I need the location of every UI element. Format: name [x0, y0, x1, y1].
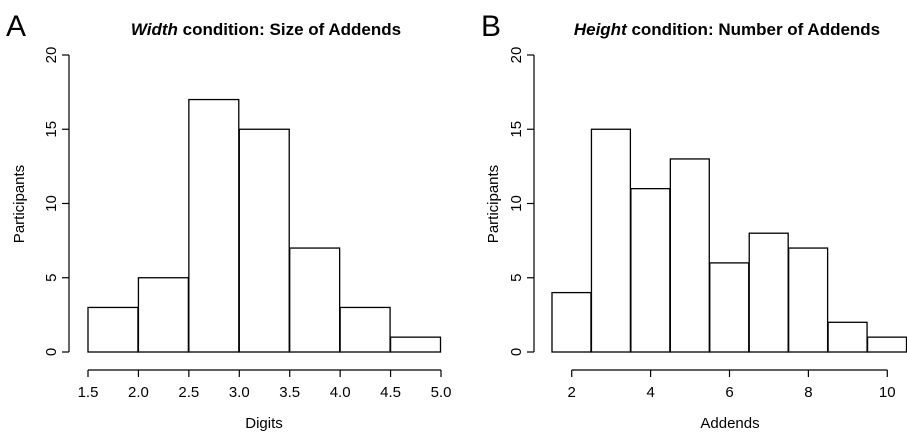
panel-b-bar-0 [551, 291, 592, 353]
panel-a-x-tick-label-1: 2.0 [128, 384, 149, 401]
panel-a-x-tick-label-2: 2.5 [178, 384, 199, 401]
panel-b-bar-3 [669, 158, 710, 353]
panel-a-y-tick-label-1: 5 [43, 274, 60, 282]
panel-b-x-tick-label-4: 10 [879, 384, 896, 401]
panel-b-bar-5 [748, 232, 789, 353]
panel-a-x-tick-label-6: 4.5 [380, 384, 401, 401]
panel-b-bar-7 [827, 321, 868, 353]
panel-a-title-italic: Width [131, 20, 178, 39]
panel-b-x-axis: 2 4 6 8 10 [568, 369, 896, 401]
panel-a-bar-5 [339, 306, 391, 353]
panel-a-x-axis: 1.5 2.0 2.5 3.0 3.5 4.0 4.5 5.0 [78, 369, 452, 401]
panel-b-y-tick-label-1: 5 [508, 274, 525, 282]
panel-a-x-tick-label-7: 5.0 [431, 384, 452, 401]
panel-b-y-label: Participants [485, 165, 502, 243]
panel-b-title-rest: condition: Number of Addends [627, 20, 880, 39]
panel-a-title: Width condition: Size of Addends [131, 20, 401, 39]
panel-a-bar-0 [87, 306, 139, 353]
panel-a-x-tick-label-4: 3.5 [279, 384, 300, 401]
panel-b-title: Height condition: Number of Addends [574, 20, 880, 39]
panel-a-y-tick-label-0: 0 [43, 348, 60, 356]
panel-b-x-tick-label-2: 6 [725, 384, 733, 401]
panel-a-y-tick-label-4: 20 [43, 47, 60, 64]
panel-a-y-tick-label-2: 10 [43, 195, 60, 212]
panel-a-x-tick-label-5: 4.0 [330, 384, 351, 401]
panel-b-bar-2 [630, 187, 671, 353]
panel-a-title-rest: condition: Size of Addends [178, 20, 401, 39]
panel-b-bar-1 [590, 128, 632, 353]
panel-b-bar-6 [788, 247, 829, 353]
panel-a-label: A [6, 10, 26, 43]
panel-b-y-tick-label-4: 20 [508, 47, 525, 64]
panel-a-bar-3 [238, 128, 290, 353]
panel-a: A Width condition: Size of Addends 1.5 2.… [6, 10, 451, 432]
panel-a-y-axis: 0 5 10 15 20 [43, 47, 70, 356]
panel-b-bar-8 [866, 336, 907, 353]
panel-a-x-label: Digits [245, 415, 283, 432]
panel-b-label: B [481, 10, 501, 43]
panel-b-title-italic: Height [574, 20, 628, 39]
panel-a-bar-1 [137, 277, 190, 353]
panel-a-x-tick-label-3: 3.0 [229, 384, 250, 401]
panel-a-bars [87, 98, 442, 353]
panel-b-y-axis: 0 5 10 15 20 [508, 47, 535, 356]
panel-a-bar-6 [389, 336, 442, 353]
panel-b: B Height condition: Number of Addends 2 4… [481, 10, 907, 432]
panel-b-y-tick-label-2: 10 [508, 195, 525, 212]
panel-b-bars [551, 128, 907, 353]
panel-a-x-tick-label-0: 1.5 [78, 384, 99, 401]
panel-a-bar-4 [289, 247, 341, 353]
panel-b-bar-4 [709, 262, 750, 353]
panel-b-y-tick-label-3: 15 [508, 121, 525, 138]
panel-b-x-tick-label-0: 2 [568, 384, 576, 401]
panel-b-y-tick-label-0: 0 [508, 348, 525, 356]
panel-b-x-label: Addends [700, 415, 759, 432]
panel-a-y-tick-label-3: 15 [43, 121, 60, 138]
panel-b-x-tick-label-1: 4 [646, 384, 654, 401]
panel-a-bar-2 [188, 98, 240, 353]
panel-a-y-label: Participants [11, 165, 28, 243]
panel-b-x-tick-label-3: 8 [804, 384, 812, 401]
